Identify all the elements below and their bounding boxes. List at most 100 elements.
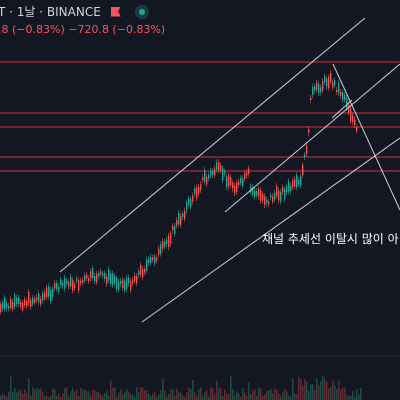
- volume-bar: [126, 389, 128, 400]
- volume-bar: [4, 395, 6, 400]
- candle-body: [68, 282, 70, 287]
- volume-bar: [70, 391, 72, 400]
- volume-bar: [0, 395, 2, 400]
- volume-bar: [178, 392, 180, 400]
- volume-bar: [2, 393, 4, 400]
- candle-body: [218, 162, 220, 171]
- candle-body: [108, 269, 110, 281]
- volume-bar: [136, 387, 138, 400]
- candle-body: [234, 185, 236, 194]
- candle-body: [100, 271, 102, 275]
- candle-body: [338, 82, 340, 94]
- volume-bar: [98, 391, 100, 400]
- volume-bar: [196, 396, 198, 400]
- volume-bar: [312, 384, 314, 400]
- candle-body: [320, 87, 322, 93]
- volume-bar: [272, 393, 274, 400]
- candle-body: [160, 244, 162, 254]
- candle-body: [94, 275, 96, 282]
- candle-body: [280, 191, 282, 202]
- candle-body: [194, 188, 196, 195]
- volume-bar: [198, 389, 200, 400]
- volume-bar: [40, 388, 42, 400]
- symbol-row[interactable]: T · 1날 · BINANCE: [0, 3, 149, 20]
- candle-body: [266, 199, 268, 203]
- volume-bar: [194, 392, 196, 400]
- volume-bar: [92, 389, 94, 400]
- candle-body: [56, 283, 58, 290]
- candle-body: [288, 181, 290, 192]
- candle-body: [188, 198, 190, 205]
- candle-body: [330, 73, 332, 82]
- volume-bar: [176, 388, 178, 400]
- volume-bar: [66, 387, 68, 400]
- candle-body: [262, 194, 264, 201]
- volume-bar: [300, 379, 302, 400]
- volume-bar: [46, 395, 48, 400]
- candle-body: [294, 179, 296, 187]
- volume-bar: [172, 388, 174, 400]
- candle-body: [28, 292, 30, 304]
- volume-bar: [200, 387, 202, 400]
- candle-body: [120, 280, 122, 284]
- candle-body: [132, 279, 134, 284]
- candle-body: [98, 273, 100, 277]
- volume-bar: [180, 392, 182, 400]
- volume-bar: [318, 385, 320, 400]
- candle-body: [192, 195, 194, 202]
- candle-body: [240, 178, 242, 183]
- volume-bar: [78, 396, 80, 400]
- candle-body: [26, 300, 28, 307]
- volume-bar: [60, 396, 62, 400]
- volume-bar: [122, 394, 124, 400]
- candle-body: [242, 178, 244, 186]
- candle-body: [152, 257, 154, 260]
- candle-body: [0, 304, 2, 312]
- symbol-title[interactable]: T · 1날 · BINANCE: [0, 5, 101, 19]
- candle-body: [112, 273, 114, 286]
- volume-bar: [38, 389, 40, 400]
- candle-body: [228, 175, 230, 187]
- volume-bar: [266, 390, 268, 400]
- live-status-icon: [134, 4, 149, 19]
- volume-bar: [128, 391, 130, 400]
- volume-bar: [144, 390, 146, 400]
- candle-body: [36, 297, 38, 301]
- volume-bar: [182, 395, 184, 400]
- volume-bar: [140, 387, 142, 400]
- breakdown-trendline: [332, 63, 400, 211]
- candle-body: [308, 129, 310, 134]
- volume-bar: [322, 375, 324, 400]
- volume-bar: [168, 394, 170, 400]
- candle-body: [304, 155, 306, 158]
- candle-body: [326, 78, 328, 87]
- volume-bar: [20, 389, 22, 400]
- volume-bar: [208, 396, 210, 400]
- candle-body: [128, 277, 130, 284]
- candle-body: [2, 302, 4, 309]
- volume-bar: [154, 391, 156, 400]
- volume-bar: [114, 387, 116, 400]
- candle-body: [150, 256, 152, 264]
- volume-bar: [34, 389, 36, 400]
- candle-body: [30, 300, 32, 307]
- volume-bar: [348, 395, 350, 400]
- volume-bar: [260, 388, 262, 400]
- volume-bar: [292, 378, 294, 400]
- volume-bar: [336, 389, 338, 400]
- volume-bar: [344, 387, 346, 400]
- flag-icon[interactable]: [111, 7, 121, 17]
- volume-bar: [202, 396, 204, 400]
- candle-body: [328, 77, 330, 89]
- volume-bar: [124, 392, 126, 400]
- volume-bar: [62, 393, 64, 400]
- volume-bar: [10, 376, 12, 400]
- volume-bar: [270, 389, 272, 400]
- volume-bar: [160, 390, 162, 400]
- candle-body: [6, 303, 8, 309]
- volume-bar: [310, 384, 312, 400]
- chart-annotation-text[interactable]: 채널 추세선 이탈시 많이 아: [262, 232, 399, 246]
- volume-bar: [88, 391, 90, 400]
- candle-body: [278, 190, 280, 201]
